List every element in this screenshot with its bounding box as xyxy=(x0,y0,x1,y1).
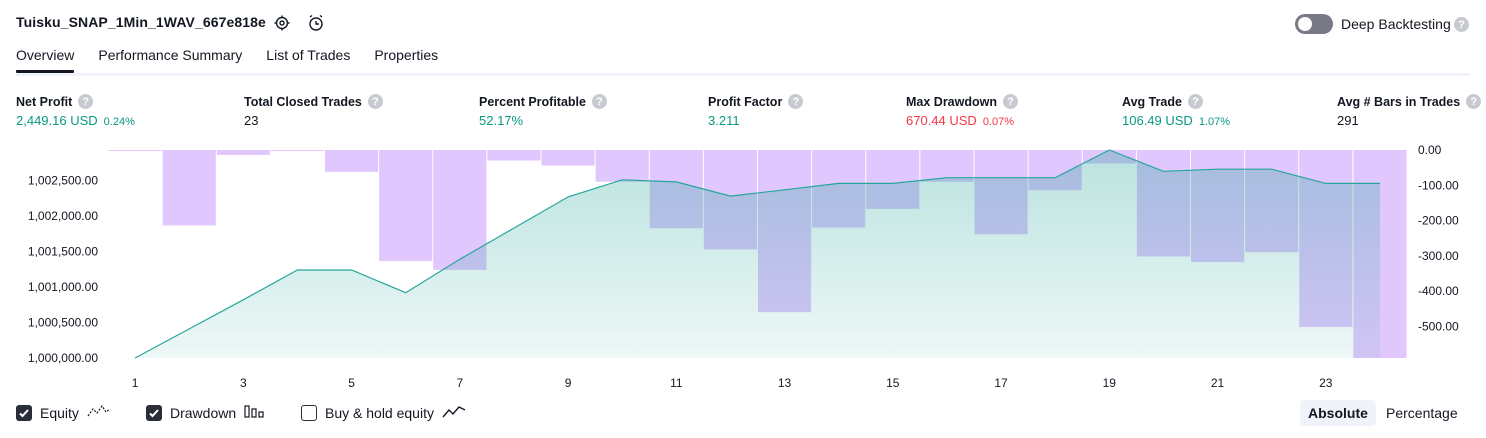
metric-total-closed-trades: Total Closed Trades? 23 xyxy=(244,94,383,128)
y-right-tick-label: -300.00 xyxy=(1418,249,1459,263)
metric-label: Profit Factor xyxy=(708,94,783,109)
tab-bar: Overview Performance Summary List of Tra… xyxy=(16,47,439,73)
y-left-tick-label: 1,001,500.00 xyxy=(28,245,98,259)
metric-label: Avg # Bars in Trades xyxy=(1337,94,1461,109)
info-icon[interactable]: ? xyxy=(788,94,804,109)
drawdown-bar xyxy=(379,150,433,262)
buy-hold-checkbox[interactable] xyxy=(301,404,317,421)
metric-net-profit: Net Profit? 2,449.16 USD 0.24% xyxy=(16,94,135,128)
x-tick-label: 9 xyxy=(565,376,572,390)
metric-profit-factor: Profit Factor? 3.211 xyxy=(708,94,804,128)
x-tick-label: 19 xyxy=(1103,376,1117,390)
metric-label: Avg Trade xyxy=(1122,94,1182,109)
metric-percent: 1.07% xyxy=(1198,116,1231,128)
x-tick-label: 23 xyxy=(1319,376,1333,390)
tab-list-of-trades[interactable]: List of Trades xyxy=(266,47,351,63)
drawdown-bar xyxy=(595,150,649,182)
y-left-tick-label: 1,000,000.00 xyxy=(28,351,98,365)
help-icon[interactable]: ? xyxy=(1454,17,1469,32)
metric-percent-profitable: Percent Profitable? 52.17% xyxy=(479,94,607,128)
info-icon[interactable]: ? xyxy=(591,94,607,109)
info-icon[interactable]: ? xyxy=(1003,94,1018,109)
metric-value: 3.211 xyxy=(708,113,740,128)
legend-drawdown[interactable]: Drawdown xyxy=(146,404,264,421)
equity-drawdown-chart: 1,000,000.00 1,000,500.00 1,001,000.00 1,00… xyxy=(28,143,1459,390)
buy-hold-label: Buy & hold equity xyxy=(325,404,434,421)
drawdown-bar xyxy=(487,150,541,161)
bar-chart-icon xyxy=(244,404,264,421)
info-icon[interactable]: ? xyxy=(78,94,94,109)
metric-label: Percent Profitable xyxy=(479,94,586,109)
metric-percent: 0.24% xyxy=(103,116,135,128)
x-tick-label: 13 xyxy=(778,376,792,390)
x-tick-label: 11 xyxy=(670,376,683,390)
metric-avg-trade: Avg Trade? 106.49 USD 1.07% xyxy=(1122,94,1230,128)
y-left-tick-label: 1,002,500.00 xyxy=(28,174,98,188)
legend-buy-hold[interactable]: Buy & hold equity xyxy=(301,404,466,421)
y-left-tick-label: 1,002,000.00 xyxy=(28,209,98,223)
legend-equity[interactable]: Equity xyxy=(16,404,111,421)
strategy-title: Tuisku_SNAP_1Min_1WAV_667e818e xyxy=(16,14,266,30)
x-tick-label: 21 xyxy=(1211,376,1225,390)
tab-overview[interactable]: Overview xyxy=(16,47,75,73)
line-chart-icon xyxy=(442,404,466,421)
deep-backtesting-label: Deep Backtesting xyxy=(1341,16,1451,32)
x-tick-label: 1 xyxy=(132,376,139,390)
tabs-divider xyxy=(16,73,1470,76)
drawdown-bar xyxy=(216,150,270,155)
y-right-tick-label: -100.00 xyxy=(1418,178,1459,192)
tab-performance-summary[interactable]: Performance Summary xyxy=(98,47,243,63)
metric-percent: 0.07% xyxy=(982,116,1015,128)
add-alert-icon[interactable] xyxy=(306,13,326,33)
drawdown-bar xyxy=(920,150,974,182)
y-right-tick-label: -200.00 xyxy=(1418,214,1459,228)
equity-area xyxy=(135,150,1380,358)
metric-value: 670.44 USD xyxy=(906,113,977,128)
x-tick-label: 7 xyxy=(456,376,463,390)
settings-icon[interactable] xyxy=(272,13,292,33)
percentage-toggle-button[interactable]: Percentage xyxy=(1386,405,1458,421)
y-left-tick-label: 1,001,000.00 xyxy=(28,280,98,294)
toggle-knob xyxy=(1298,17,1312,31)
x-tick-label: 5 xyxy=(348,376,355,390)
x-tick-label: 3 xyxy=(240,376,247,390)
y-right-tick-label: -400.00 xyxy=(1418,284,1459,298)
metric-label: Total Closed Trades xyxy=(244,94,362,109)
x-tick-label: 15 xyxy=(886,376,900,390)
metric-value: 291 xyxy=(1337,113,1359,128)
equity-checkbox[interactable] xyxy=(16,404,32,421)
metric-avg-bars-in-trades: Avg # Bars in Trades? 291 xyxy=(1337,94,1482,128)
info-icon[interactable]: ? xyxy=(367,94,383,109)
metric-value: 2,449.16 USD xyxy=(16,113,98,128)
metric-value: 52.17% xyxy=(479,113,524,128)
equity-line-icon xyxy=(87,404,111,421)
tab-properties[interactable]: Properties xyxy=(374,47,439,63)
drawdown-label: Drawdown xyxy=(170,404,237,421)
absolute-toggle-button[interactable]: Absolute xyxy=(1300,400,1376,426)
info-icon[interactable]: ? xyxy=(1466,94,1482,109)
y-right-tick-label: -500.00 xyxy=(1418,319,1459,333)
x-tick-label: 17 xyxy=(994,376,1008,390)
metric-value: 23 xyxy=(244,113,259,128)
metric-label: Net Profit xyxy=(16,94,73,109)
info-icon[interactable]: ? xyxy=(1187,94,1203,109)
y-left-tick-label: 1,000,500.00 xyxy=(28,316,98,330)
metric-max-drawdown: Max Drawdown? 670.44 USD 0.07% xyxy=(906,94,1018,128)
deep-backtesting-toggle[interactable] xyxy=(1295,14,1333,34)
drawdown-bar xyxy=(541,150,595,166)
drawdown-bar xyxy=(162,150,216,226)
equity-line xyxy=(134,149,1380,359)
drawdown-bar xyxy=(270,150,324,151)
metric-value: 106.49 USD xyxy=(1122,113,1193,128)
y-right-tick-label: 0.00 xyxy=(1418,143,1442,157)
drawdown-bar xyxy=(325,150,379,172)
equity-label: Equity xyxy=(40,404,79,421)
metric-label: Max Drawdown xyxy=(906,94,997,109)
drawdown-bar xyxy=(108,150,162,151)
drawdown-checkbox[interactable] xyxy=(146,404,162,421)
